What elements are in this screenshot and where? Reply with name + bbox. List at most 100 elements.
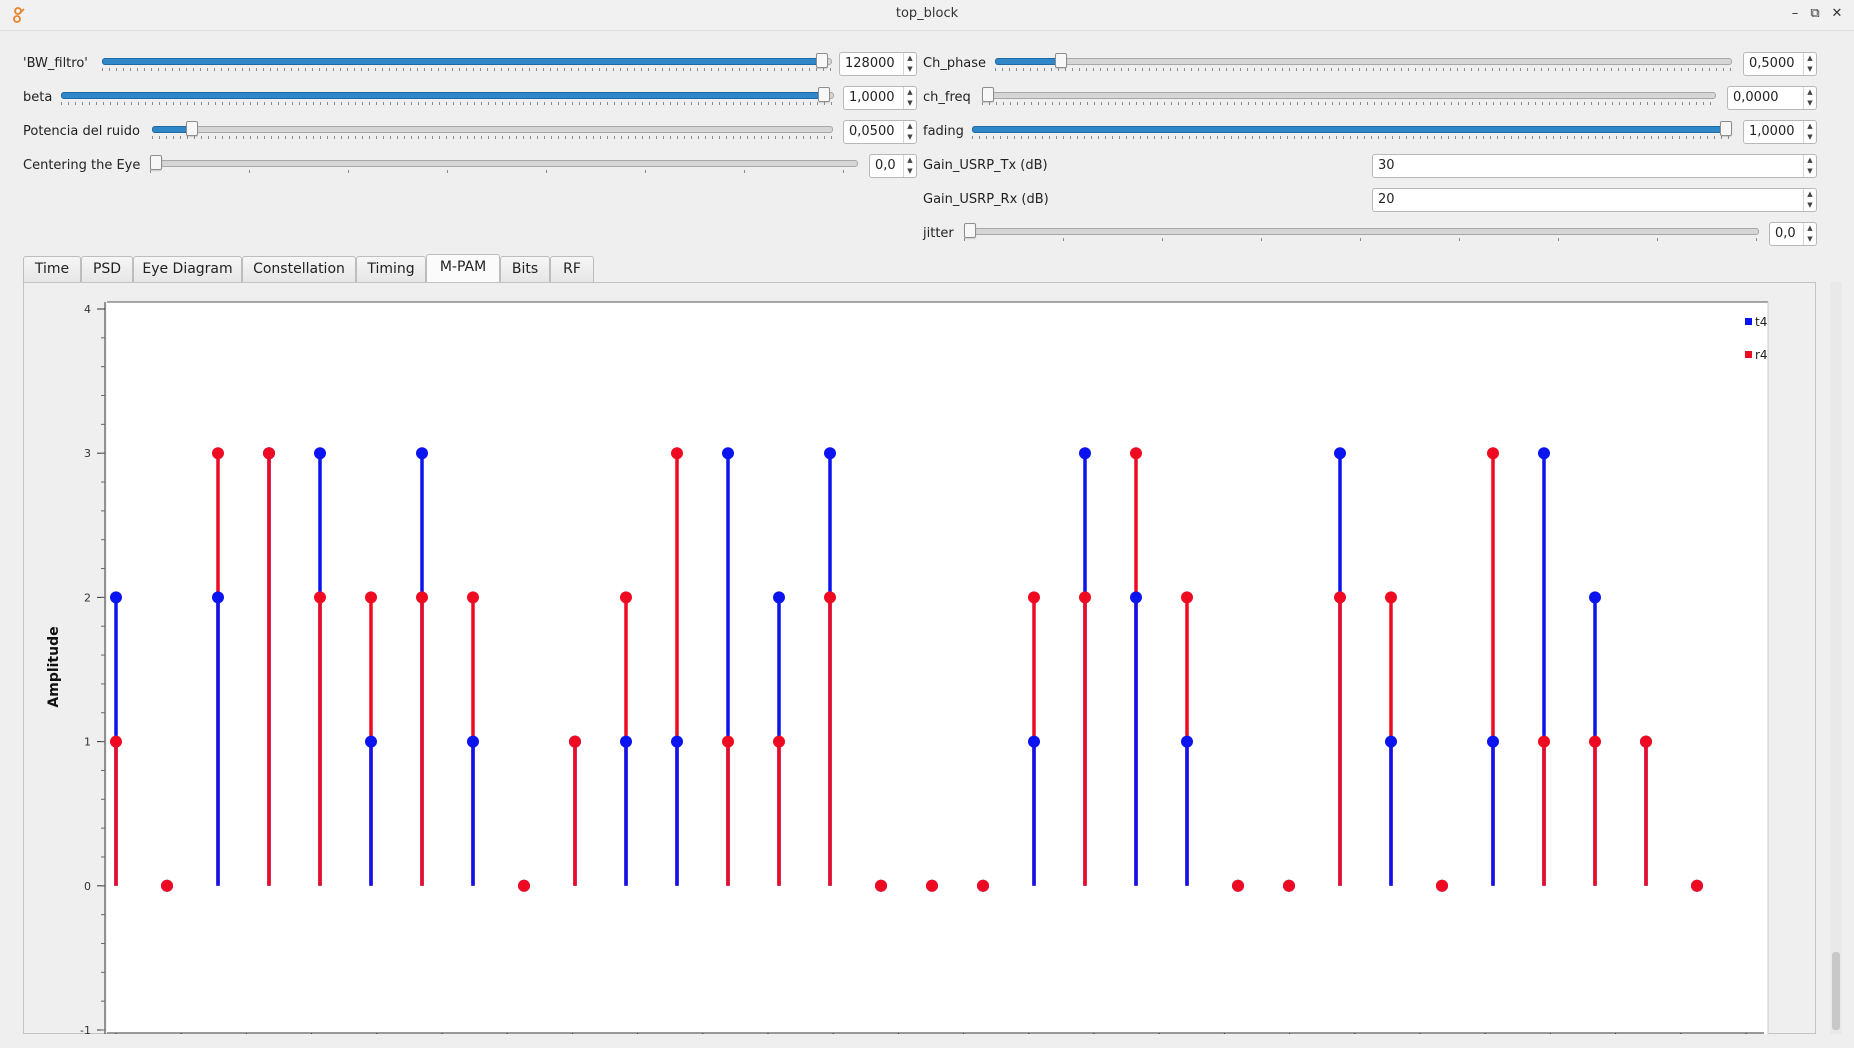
tab-m-pam[interactable]: M-PAM <box>426 254 500 282</box>
tab-eye-diagram[interactable]: Eye Diagram <box>133 256 242 282</box>
jitter-spinbox[interactable]: 0,0 ▲ ▼ <box>1769 222 1817 246</box>
legend-marker-r4 <box>1745 351 1752 358</box>
marker-r4 <box>1283 879 1295 892</box>
tab-constellation[interactable]: Constellation <box>242 256 356 282</box>
app-logo-icon <box>13 7 25 23</box>
ch-freq-spinbox[interactable]: 0,0000 ▲ ▼ <box>1727 86 1817 110</box>
gain-rx-value: 20 <box>1378 192 1395 207</box>
spin-up-icon[interactable]: ▲ <box>1807 54 1813 62</box>
tab-bits[interactable]: Bits <box>500 256 550 282</box>
marker-r4 <box>161 879 173 892</box>
marker-r4 <box>620 591 632 604</box>
marker-r4 <box>1538 735 1550 748</box>
marker-r4 <box>416 591 428 604</box>
beta-value: 1,0000 <box>849 90 895 105</box>
fading-value: 1,0000 <box>1749 124 1795 139</box>
spin-up-icon[interactable]: ▲ <box>1807 190 1813 198</box>
beta-slider[interactable] <box>61 85 834 107</box>
centering-eye-value: 0,0 <box>875 158 896 173</box>
marker-r4 <box>314 591 326 604</box>
bw-filtro-spinbox[interactable]: 128000 ▲ ▼ <box>839 52 917 76</box>
jitter-label: jitter <box>923 226 954 241</box>
y-tick-label: 4 <box>84 303 91 316</box>
marker-r4 <box>1028 591 1040 604</box>
marker-r4 <box>1232 879 1244 892</box>
spin-down-icon[interactable]: ▼ <box>1807 201 1813 209</box>
spin-down-icon[interactable]: ▼ <box>1807 65 1813 73</box>
spin-up-icon[interactable]: ▲ <box>1807 122 1813 130</box>
spin-up-icon[interactable]: ▲ <box>907 54 913 62</box>
title-bar: top_block – ⧉ ✕ <box>0 0 1854 31</box>
tab-psd[interactable]: PSD <box>81 256 133 282</box>
marker-r4 <box>671 447 683 460</box>
marker-r4 <box>722 735 734 748</box>
beta-spinbox[interactable]: 1,0000 ▲ ▼ <box>843 86 917 110</box>
spin-up-icon[interactable]: ▲ <box>907 88 913 96</box>
spin-up-icon[interactable]: ▲ <box>1807 224 1813 232</box>
marker-r4 <box>467 591 479 604</box>
spin-down-icon[interactable]: ▼ <box>1807 133 1813 141</box>
marker-t4 <box>1130 591 1142 604</box>
marker-r4 <box>1436 879 1448 892</box>
centering-eye-label: Centering the Eye <box>23 158 141 173</box>
marker-t4 <box>365 735 377 748</box>
spin-down-icon[interactable]: ▼ <box>1807 235 1813 243</box>
spin-down-icon[interactable]: ▼ <box>907 99 913 107</box>
spin-up-icon[interactable]: ▲ <box>907 122 913 130</box>
spin-up-icon[interactable]: ▲ <box>1807 156 1813 164</box>
centering-eye-spinbox[interactable]: 0,0 ▲ ▼ <box>869 154 917 178</box>
marker-t4 <box>1487 735 1499 748</box>
ch-freq-label: ch_freq <box>923 90 971 105</box>
beta-label: beta <box>23 90 53 105</box>
marker-r4 <box>212 447 224 460</box>
y-axis-label: Amplitude <box>46 626 62 707</box>
potencia-ruido-spinbox[interactable]: 0,0500 ▲ ▼ <box>843 120 917 144</box>
spin-up-icon[interactable]: ▲ <box>1807 88 1813 96</box>
marker-r4 <box>1589 735 1601 748</box>
close-icon[interactable]: ✕ <box>1831 6 1843 21</box>
ch-freq-slider[interactable] <box>982 85 1716 107</box>
jitter-slider[interactable] <box>964 221 1759 243</box>
spin-down-icon[interactable]: ▼ <box>1807 167 1813 175</box>
spin-down-icon[interactable]: ▼ <box>907 65 913 73</box>
vertical-scrollbar[interactable] <box>1830 282 1842 1034</box>
marker-r4 <box>1130 447 1142 460</box>
jitter-value: 0,0 <box>1775 226 1796 241</box>
gain-tx-spinbox[interactable]: 30 ▲ ▼ <box>1372 154 1817 178</box>
y-tick-label: 3 <box>84 447 91 460</box>
marker-t4 <box>1334 447 1346 460</box>
potencia-ruido-slider[interactable] <box>152 119 833 141</box>
marker-r4 <box>773 735 785 748</box>
gain-rx-spinbox[interactable]: 20 ▲ ▼ <box>1372 188 1817 212</box>
marker-t4 <box>110 591 122 604</box>
spin-down-icon[interactable]: ▼ <box>907 133 913 141</box>
spin-down-icon[interactable]: ▼ <box>907 167 913 175</box>
ch-phase-spinbox[interactable]: 0,5000 ▲ ▼ <box>1743 52 1817 76</box>
marker-r4 <box>875 879 887 892</box>
ch-phase-slider[interactable] <box>995 51 1732 73</box>
tab-timing[interactable]: Timing <box>356 256 426 282</box>
centering-eye-slider[interactable] <box>150 153 858 175</box>
minimize-icon[interactable]: – <box>1791 6 1799 21</box>
gain-tx-value: 30 <box>1378 158 1395 173</box>
y-tick-label: -1 <box>80 1024 91 1034</box>
tab-rf[interactable]: RF <box>550 256 594 282</box>
marker-t4 <box>824 447 836 460</box>
tab-time[interactable]: Time <box>23 256 81 282</box>
fading-spinbox[interactable]: 1,0000 ▲ ▼ <box>1743 120 1817 144</box>
fading-slider[interactable] <box>972 119 1732 141</box>
spin-up-icon[interactable]: ▲ <box>907 156 913 164</box>
marker-r4 <box>926 879 938 892</box>
potencia-ruido-label: Potencia del ruido <box>23 124 140 139</box>
ch-phase-value: 0,5000 <box>1749 56 1795 71</box>
window-title: top_block <box>895 6 959 21</box>
marker-t4 <box>773 591 785 604</box>
legend-label-t4: t4 <box>1755 315 1767 329</box>
marker-r4 <box>1691 879 1703 892</box>
marker-t4 <box>416 447 428 460</box>
marker-r4 <box>1079 591 1091 604</box>
marker-t4 <box>212 591 224 604</box>
restore-icon[interactable]: ⧉ <box>1810 6 1820 21</box>
spin-down-icon[interactable]: ▼ <box>1807 99 1813 107</box>
bw-filtro-slider[interactable] <box>102 51 832 73</box>
